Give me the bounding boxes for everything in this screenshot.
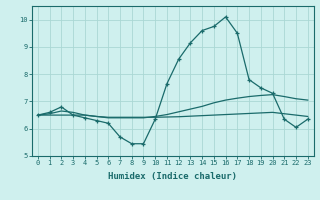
X-axis label: Humidex (Indice chaleur): Humidex (Indice chaleur) [108,172,237,181]
